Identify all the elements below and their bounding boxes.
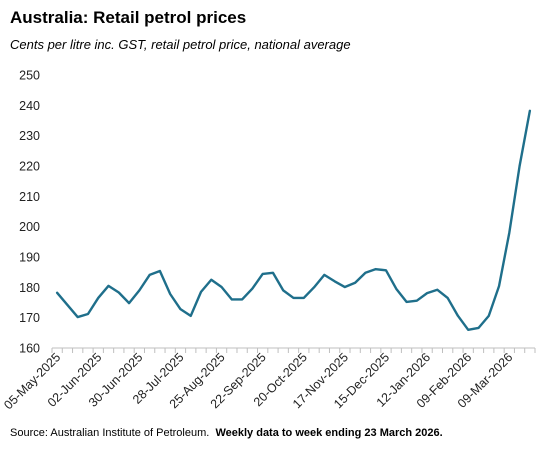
y-tick-label: 200 <box>19 220 40 234</box>
y-tick-label: 170 <box>19 311 40 325</box>
y-tick-label: 230 <box>19 129 40 143</box>
chart-title: Australia: Retail petrol prices <box>10 8 247 27</box>
y-tick-label: 190 <box>19 251 40 265</box>
y-tick-label: 210 <box>19 190 40 204</box>
price-series-line <box>55 109 532 331</box>
chart-subtitle: Cents per litre inc. GST, retail petrol … <box>10 37 351 52</box>
y-tick-label: 160 <box>19 342 40 356</box>
source-note: Source: Australian Institute of Petroleu… <box>10 427 443 439</box>
y-tick-label: 250 <box>19 69 40 83</box>
y-tick-label: 240 <box>19 99 40 113</box>
y-tick-label: 220 <box>19 160 40 174</box>
y-tick-label: 180 <box>19 281 40 295</box>
data-note: Weekly data to week ending 23 March 2026… <box>215 427 443 439</box>
source-text: Source: Australian Institute of Petroleu… <box>10 427 210 439</box>
